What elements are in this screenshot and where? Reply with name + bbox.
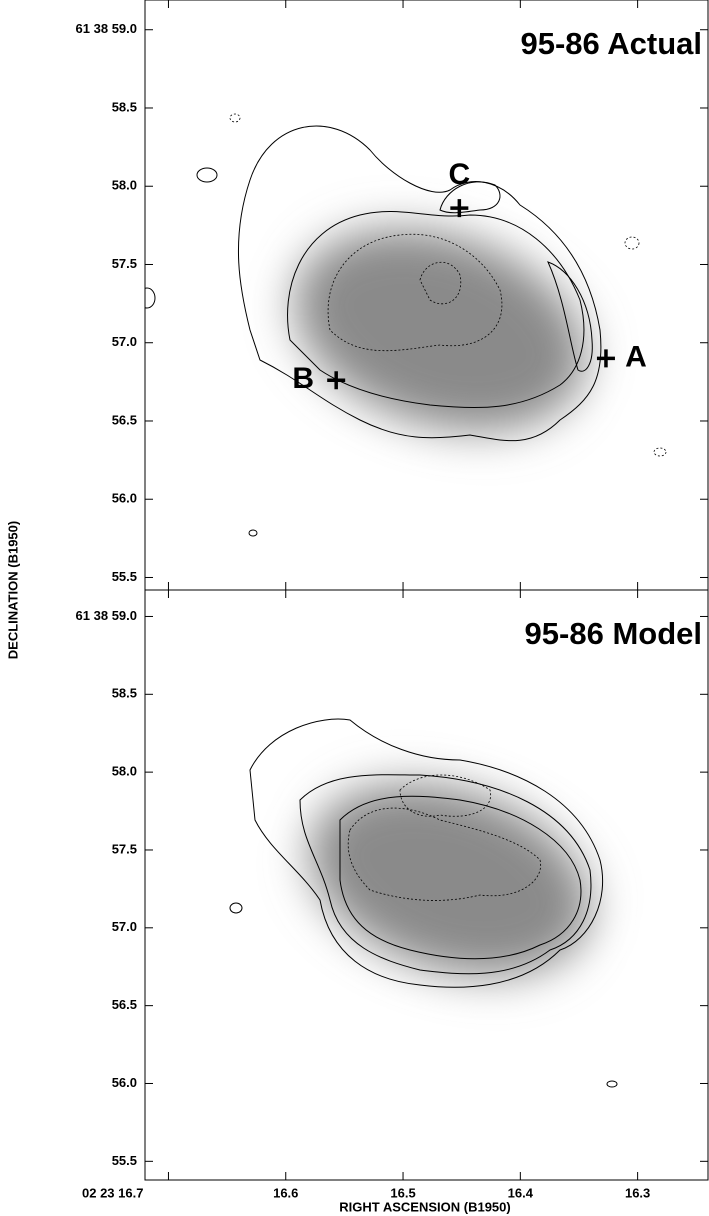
y-tick-label: 57.0 (112, 334, 137, 349)
y-tick-label: 55.5 (112, 569, 137, 584)
y-tick-label: 57.5 (112, 841, 137, 856)
x-tick-label: 02 23 16.7 (82, 1185, 143, 1200)
y-tick-label: 58.5 (112, 99, 137, 114)
actual-image (145, 113, 667, 537)
marker (596, 349, 615, 368)
marker (327, 371, 346, 390)
y-tick-label: 58.0 (112, 764, 137, 779)
y-tick-label: 56.0 (112, 491, 137, 506)
y-tick-label: 56.5 (112, 997, 137, 1012)
marker-label: B (292, 362, 314, 395)
x-tick-label: 16.6 (273, 1185, 298, 1200)
y-tick-label: 55.5 (112, 1153, 137, 1168)
y-tick-label: 61 38 59.0 (76, 608, 137, 623)
y-tick-label: 57.0 (112, 919, 137, 934)
panel-title: 95-86 Model (525, 616, 702, 651)
y-tick-label: 56.5 (112, 412, 137, 427)
x-tick-label: 16.3 (625, 1185, 650, 1200)
x-tick-label: 16.4 (508, 1185, 534, 1200)
model-image (229, 718, 618, 1088)
y-tick-label: 56.0 (112, 1075, 137, 1090)
y-tick-label: 58.5 (112, 686, 137, 701)
y-axis-label: DECLINATION (B1950) (5, 521, 20, 659)
x-axis-label: RIGHT ASCENSION (B1950) (339, 1199, 510, 1214)
marker (450, 199, 469, 218)
marker-label: C (449, 158, 471, 191)
y-tick-label: 58.0 (112, 178, 137, 193)
y-tick-label: 61 38 59.0 (76, 21, 137, 36)
y-tick-label: 57.5 (112, 256, 137, 271)
panel-title: 95-86 Actual (521, 26, 703, 61)
panel-frame (144, 589, 709, 1181)
x-tick-label: 16.5 (390, 1185, 415, 1200)
marker-label: A (625, 340, 647, 373)
